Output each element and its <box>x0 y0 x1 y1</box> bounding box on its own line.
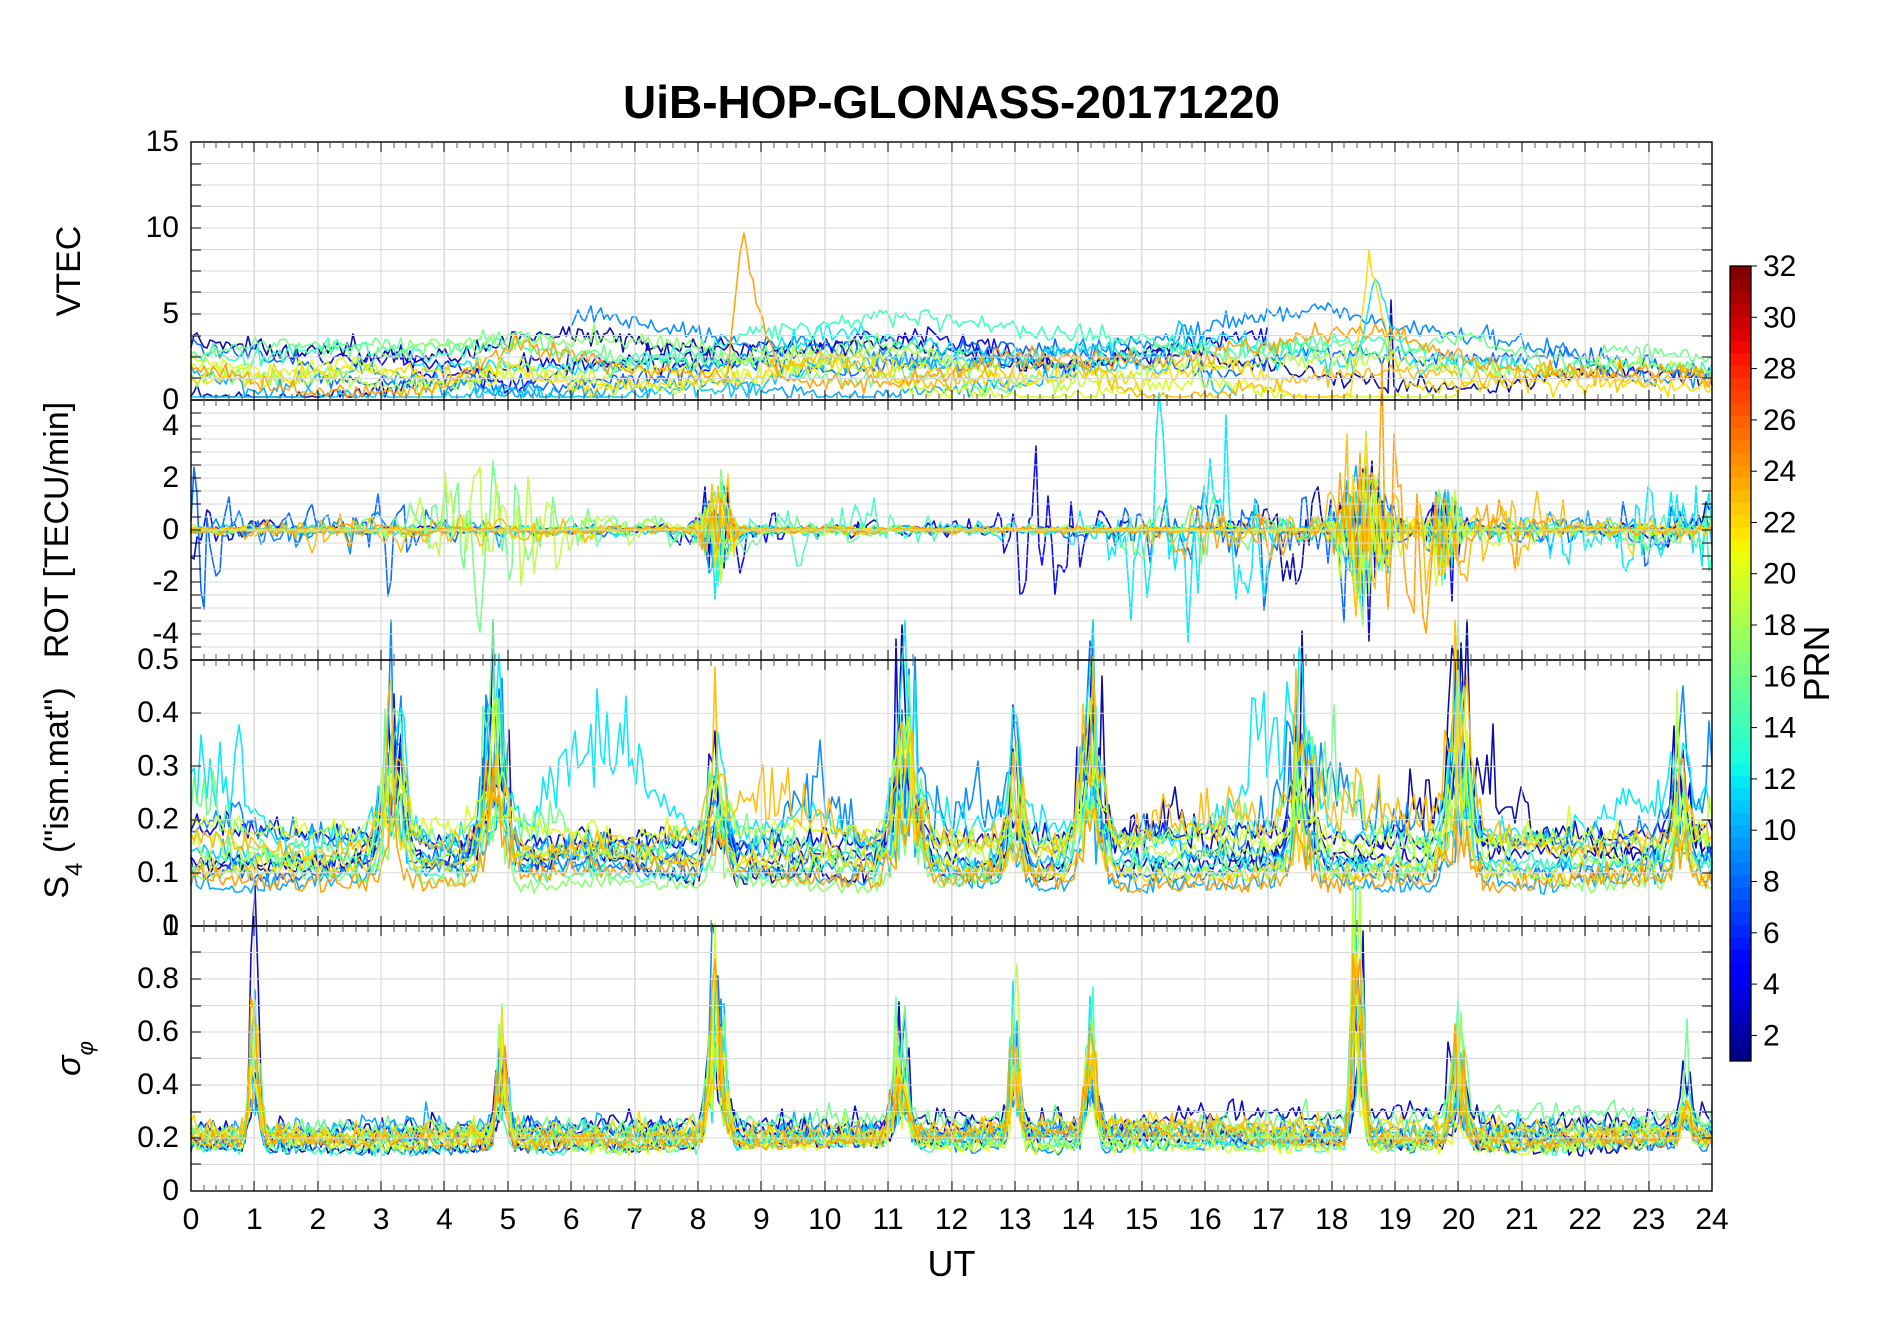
svg-text:24: 24 <box>1695 1203 1728 1236</box>
svg-text:26: 26 <box>1763 404 1796 437</box>
svg-text:12: 12 <box>935 1203 968 1236</box>
svg-text:23: 23 <box>1632 1203 1665 1236</box>
svg-text:7: 7 <box>626 1203 643 1236</box>
svg-text:PRN: PRN <box>1796 625 1837 701</box>
svg-text:11: 11 <box>873 1203 904 1236</box>
svg-text:0.2: 0.2 <box>137 803 179 836</box>
svg-text:1: 1 <box>246 1203 263 1236</box>
svg-text:20: 20 <box>1442 1203 1475 1236</box>
svg-text:0.1: 0.1 <box>137 856 179 889</box>
svg-text:5: 5 <box>162 297 179 330</box>
svg-text:3: 3 <box>373 1203 390 1236</box>
svg-text:17: 17 <box>1252 1203 1285 1236</box>
svg-text:-2: -2 <box>152 565 179 598</box>
svg-text:22: 22 <box>1763 507 1796 540</box>
svg-text:6: 6 <box>1763 917 1780 950</box>
svg-text:13: 13 <box>998 1203 1031 1236</box>
svg-text:0.2: 0.2 <box>137 1121 179 1154</box>
svg-text:24: 24 <box>1763 455 1796 488</box>
svg-text:5: 5 <box>500 1203 517 1236</box>
svg-text:S4 ("ism.mat"): S4 ("ism.mat") <box>38 687 88 898</box>
svg-text:2: 2 <box>309 1203 326 1236</box>
svg-text:28: 28 <box>1763 353 1796 386</box>
svg-text:ROT [TECU/min]: ROT [TECU/min] <box>38 402 76 658</box>
svg-text:10: 10 <box>1763 814 1796 847</box>
svg-text:20: 20 <box>1763 558 1796 591</box>
svg-text:15: 15 <box>1125 1203 1158 1236</box>
svg-text:0.4: 0.4 <box>137 1068 179 1101</box>
svg-text:0: 0 <box>162 1174 179 1207</box>
svg-text:2: 2 <box>162 461 179 494</box>
svg-text:0: 0 <box>183 1203 200 1236</box>
svg-text:4: 4 <box>436 1203 453 1236</box>
svg-text:0.6: 0.6 <box>137 1015 179 1048</box>
svg-text:0: 0 <box>162 513 179 546</box>
svg-text:16: 16 <box>1763 660 1796 693</box>
svg-text:14: 14 <box>1763 712 1796 745</box>
svg-text:UT: UT <box>928 1243 976 1284</box>
svg-text:32: 32 <box>1763 250 1796 283</box>
svg-text:4: 4 <box>1763 968 1780 1001</box>
svg-text:6: 6 <box>563 1203 580 1236</box>
svg-text:0.5: 0.5 <box>137 643 179 676</box>
svg-text:9: 9 <box>753 1203 770 1236</box>
svg-text:10: 10 <box>146 211 179 244</box>
svg-text:18: 18 <box>1315 1203 1348 1236</box>
svg-text:0.8: 0.8 <box>137 962 179 995</box>
svg-text:VTEC: VTEC <box>50 226 88 317</box>
svg-text:σφ: σφ <box>50 1041 98 1076</box>
svg-text:10: 10 <box>808 1203 841 1236</box>
svg-text:19: 19 <box>1378 1203 1411 1236</box>
svg-text:8: 8 <box>1763 866 1780 899</box>
svg-text:8: 8 <box>690 1203 707 1236</box>
svg-text:0.3: 0.3 <box>137 749 179 782</box>
svg-text:15: 15 <box>146 125 179 158</box>
svg-text:30: 30 <box>1763 301 1796 334</box>
svg-text:4: 4 <box>162 409 179 442</box>
svg-text:18: 18 <box>1763 609 1796 642</box>
svg-text:1: 1 <box>162 909 179 942</box>
svg-text:22: 22 <box>1569 1203 1602 1236</box>
svg-text:16: 16 <box>1188 1203 1221 1236</box>
svg-text:2: 2 <box>1763 1019 1780 1052</box>
svg-text:UiB-HOP-GLONASS-20171220: UiB-HOP-GLONASS-20171220 <box>623 76 1280 128</box>
svg-text:14: 14 <box>1062 1203 1095 1236</box>
svg-text:21: 21 <box>1505 1203 1538 1236</box>
svg-text:12: 12 <box>1763 763 1796 796</box>
svg-text:0.4: 0.4 <box>137 696 179 729</box>
